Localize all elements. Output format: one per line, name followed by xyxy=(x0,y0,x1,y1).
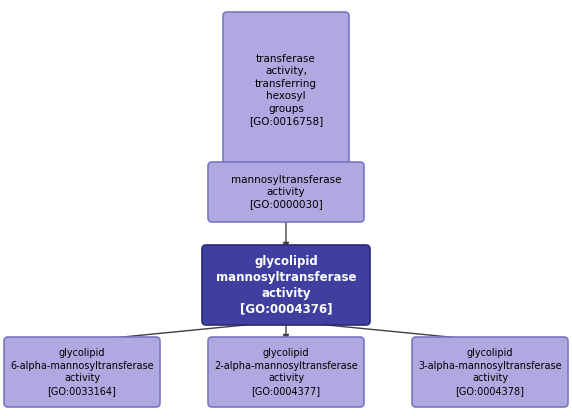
Text: glycolipid
2-alpha-mannosyltransferase
activity
[GO:0004377]: glycolipid 2-alpha-mannosyltransferase a… xyxy=(214,349,358,396)
FancyBboxPatch shape xyxy=(202,245,370,325)
Text: mannosyltransferase
activity
[GO:0000030]: mannosyltransferase activity [GO:0000030… xyxy=(231,175,341,209)
Text: transferase
activity,
transferring
hexosyl
groups
[GO:0016758]: transferase activity, transferring hexos… xyxy=(249,54,323,126)
Text: glycolipid
6-alpha-mannosyltransferase
activity
[GO:0033164]: glycolipid 6-alpha-mannosyltransferase a… xyxy=(10,349,154,396)
FancyBboxPatch shape xyxy=(412,337,568,407)
FancyBboxPatch shape xyxy=(208,162,364,222)
Text: glycolipid
3-alpha-mannosyltransferase
activity
[GO:0004378]: glycolipid 3-alpha-mannosyltransferase a… xyxy=(418,349,562,396)
FancyBboxPatch shape xyxy=(208,337,364,407)
FancyBboxPatch shape xyxy=(223,12,349,168)
FancyBboxPatch shape xyxy=(4,337,160,407)
Text: glycolipid
mannosyltransferase
activity
[GO:0004376]: glycolipid mannosyltransferase activity … xyxy=(216,255,356,315)
